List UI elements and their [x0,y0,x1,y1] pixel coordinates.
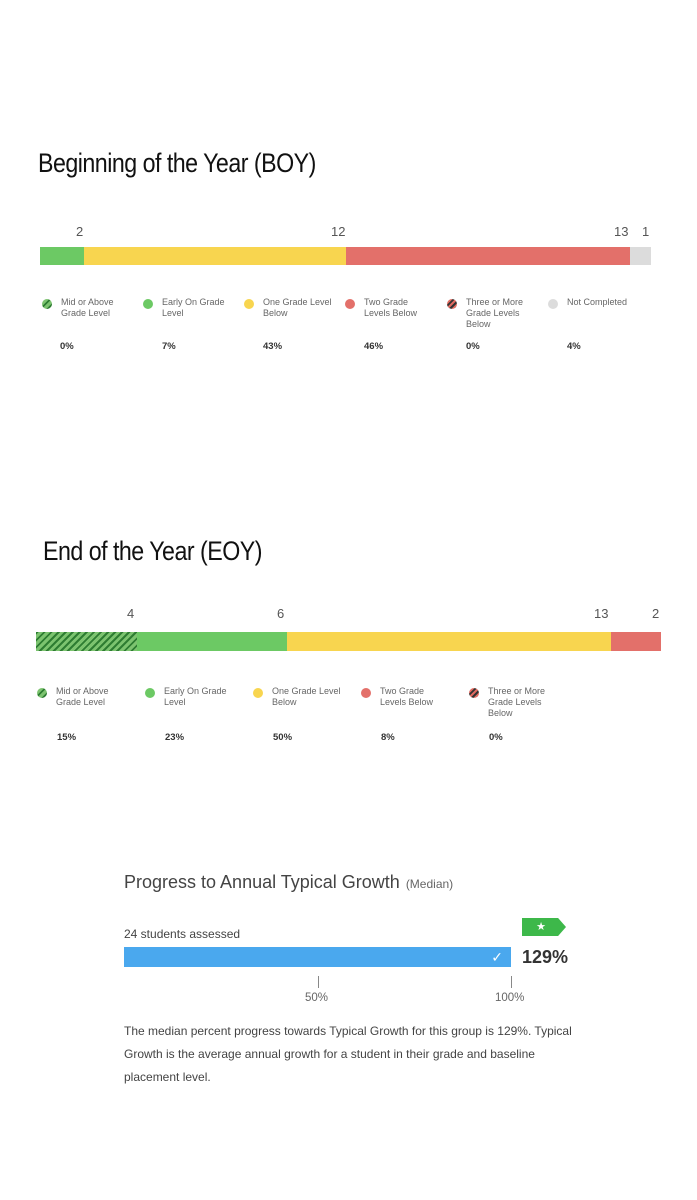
tick-100 [511,976,512,988]
legend-label: Mid or Above Grade Level [56,686,109,707]
green-dot-icon [143,299,153,309]
legend-label: Early On Grade Level [164,686,227,707]
eoy-legend-one-below: One Grade Level Below [253,686,344,708]
boy-legend-mid-or-above: Mid or Above Grade Level [42,297,133,319]
boy-pct-not-completed: 4% [567,341,581,352]
boy-bar-two-below [346,247,630,265]
legend-label: Mid or Above Grade Level [61,297,114,318]
boy-stacked-bar [40,247,651,265]
eoy-count-early-on: 6 [277,606,285,621]
hatched-green-dot-icon [37,688,47,698]
boy-bar-not-completed [630,247,651,265]
boy-legend-two-below: Two Grade Levels Below [345,297,436,319]
legend-label: Two Grade Levels Below [364,297,418,318]
eoy-legend-two-below: Two Grade Levels Below [361,686,452,708]
tick-label-50: 50% [305,992,329,1004]
growth-description: The median percent progress towards Typi… [124,1024,572,1084]
eoy-title: End of the Year (EOY) [43,536,262,566]
boy-count-one-below: 12 [331,224,346,239]
hatched-red-dot-icon [469,688,479,698]
growth-title: Progress to Annual Typical Growth (Median… [124,872,453,893]
red-dot-icon [345,299,355,309]
boy-legend-one-below: One Grade Level Below [244,297,335,319]
eoy-count-one-below: 13 [594,606,609,621]
tick-50 [318,976,319,988]
boy-bar-one-below [84,247,346,265]
tick-label-100: 100% [495,992,525,1004]
gray-dot-icon [548,299,558,309]
eoy-pct-two-below: 8% [381,732,395,743]
hatched-green-dot-icon [42,299,52,309]
eoy-pct-mid-or-above: 15% [57,732,77,743]
eoy-legend-early-on: Early On Grade Level [145,686,236,708]
boy-legend-three-below: Three or More Grade Levels Below [447,297,538,330]
boy-legend-not-completed: Not Completed [548,297,639,309]
star-icon: ★ [536,921,546,933]
growth-subtitle: (Median) [405,877,454,891]
eoy-bar-mid-or-above [36,632,137,651]
boy-count-not-completed: 1 [642,224,650,239]
boy-legend-early-on: Early On Grade Level [143,297,234,319]
students-assessed: 24 students assessed [124,927,241,941]
eoy-bar-two-below [611,632,661,651]
check-icon: ✓ [491,949,503,965]
eoy-pct-three-below: 0% [489,732,503,743]
green-dot-icon [145,688,155,698]
eoy-pct-one-below: 50% [273,732,293,743]
growth-title-text: Progress to Annual Typical Growth [124,872,400,892]
growth-bar: ✓ [124,947,511,967]
boy-pct-three-below: 0% [466,341,480,352]
boy-count-two-below: 13 [614,224,629,239]
legend-label: Three or More Grade Levels Below [466,297,524,329]
yellow-dot-icon [244,299,254,309]
eoy-stacked-bar [36,632,661,651]
legend-label: One Grade Level Below [263,297,332,318]
boy-bar-early-on [40,247,84,265]
red-dot-icon [361,688,371,698]
boy-count-early-on: 2 [76,224,84,239]
eoy-bar-early-on [137,632,287,651]
hatched-red-dot-icon [447,299,457,309]
boy-title: Beginning of the Year (BOY) [38,148,316,178]
star-badge: ★ [522,918,566,936]
legend-label: Not Completed [567,297,628,307]
boy-pct-mid-or-above: 0% [60,341,74,352]
legend-label: Two Grade Levels Below [380,686,434,707]
yellow-dot-icon [253,688,263,698]
eoy-bar-one-below [287,632,611,651]
eoy-count-mid-or-above: 4 [127,606,135,621]
eoy-legend-mid-or-above: Mid or Above Grade Level [37,686,128,708]
legend-label: Early On Grade Level [162,297,225,318]
boy-pct-two-below: 46% [364,341,384,352]
eoy-pct-early-on: 23% [165,732,185,743]
boy-pct-early-on: 7% [162,341,176,352]
legend-label: Three or More Grade Levels Below [488,686,546,718]
eoy-legend-three-below: Three or More Grade Levels Below [469,686,560,719]
legend-label: One Grade Level Below [272,686,341,707]
growth-value: 129% [522,947,569,967]
boy-pct-one-below: 43% [263,341,283,352]
eoy-count-two-below: 2 [652,606,660,621]
